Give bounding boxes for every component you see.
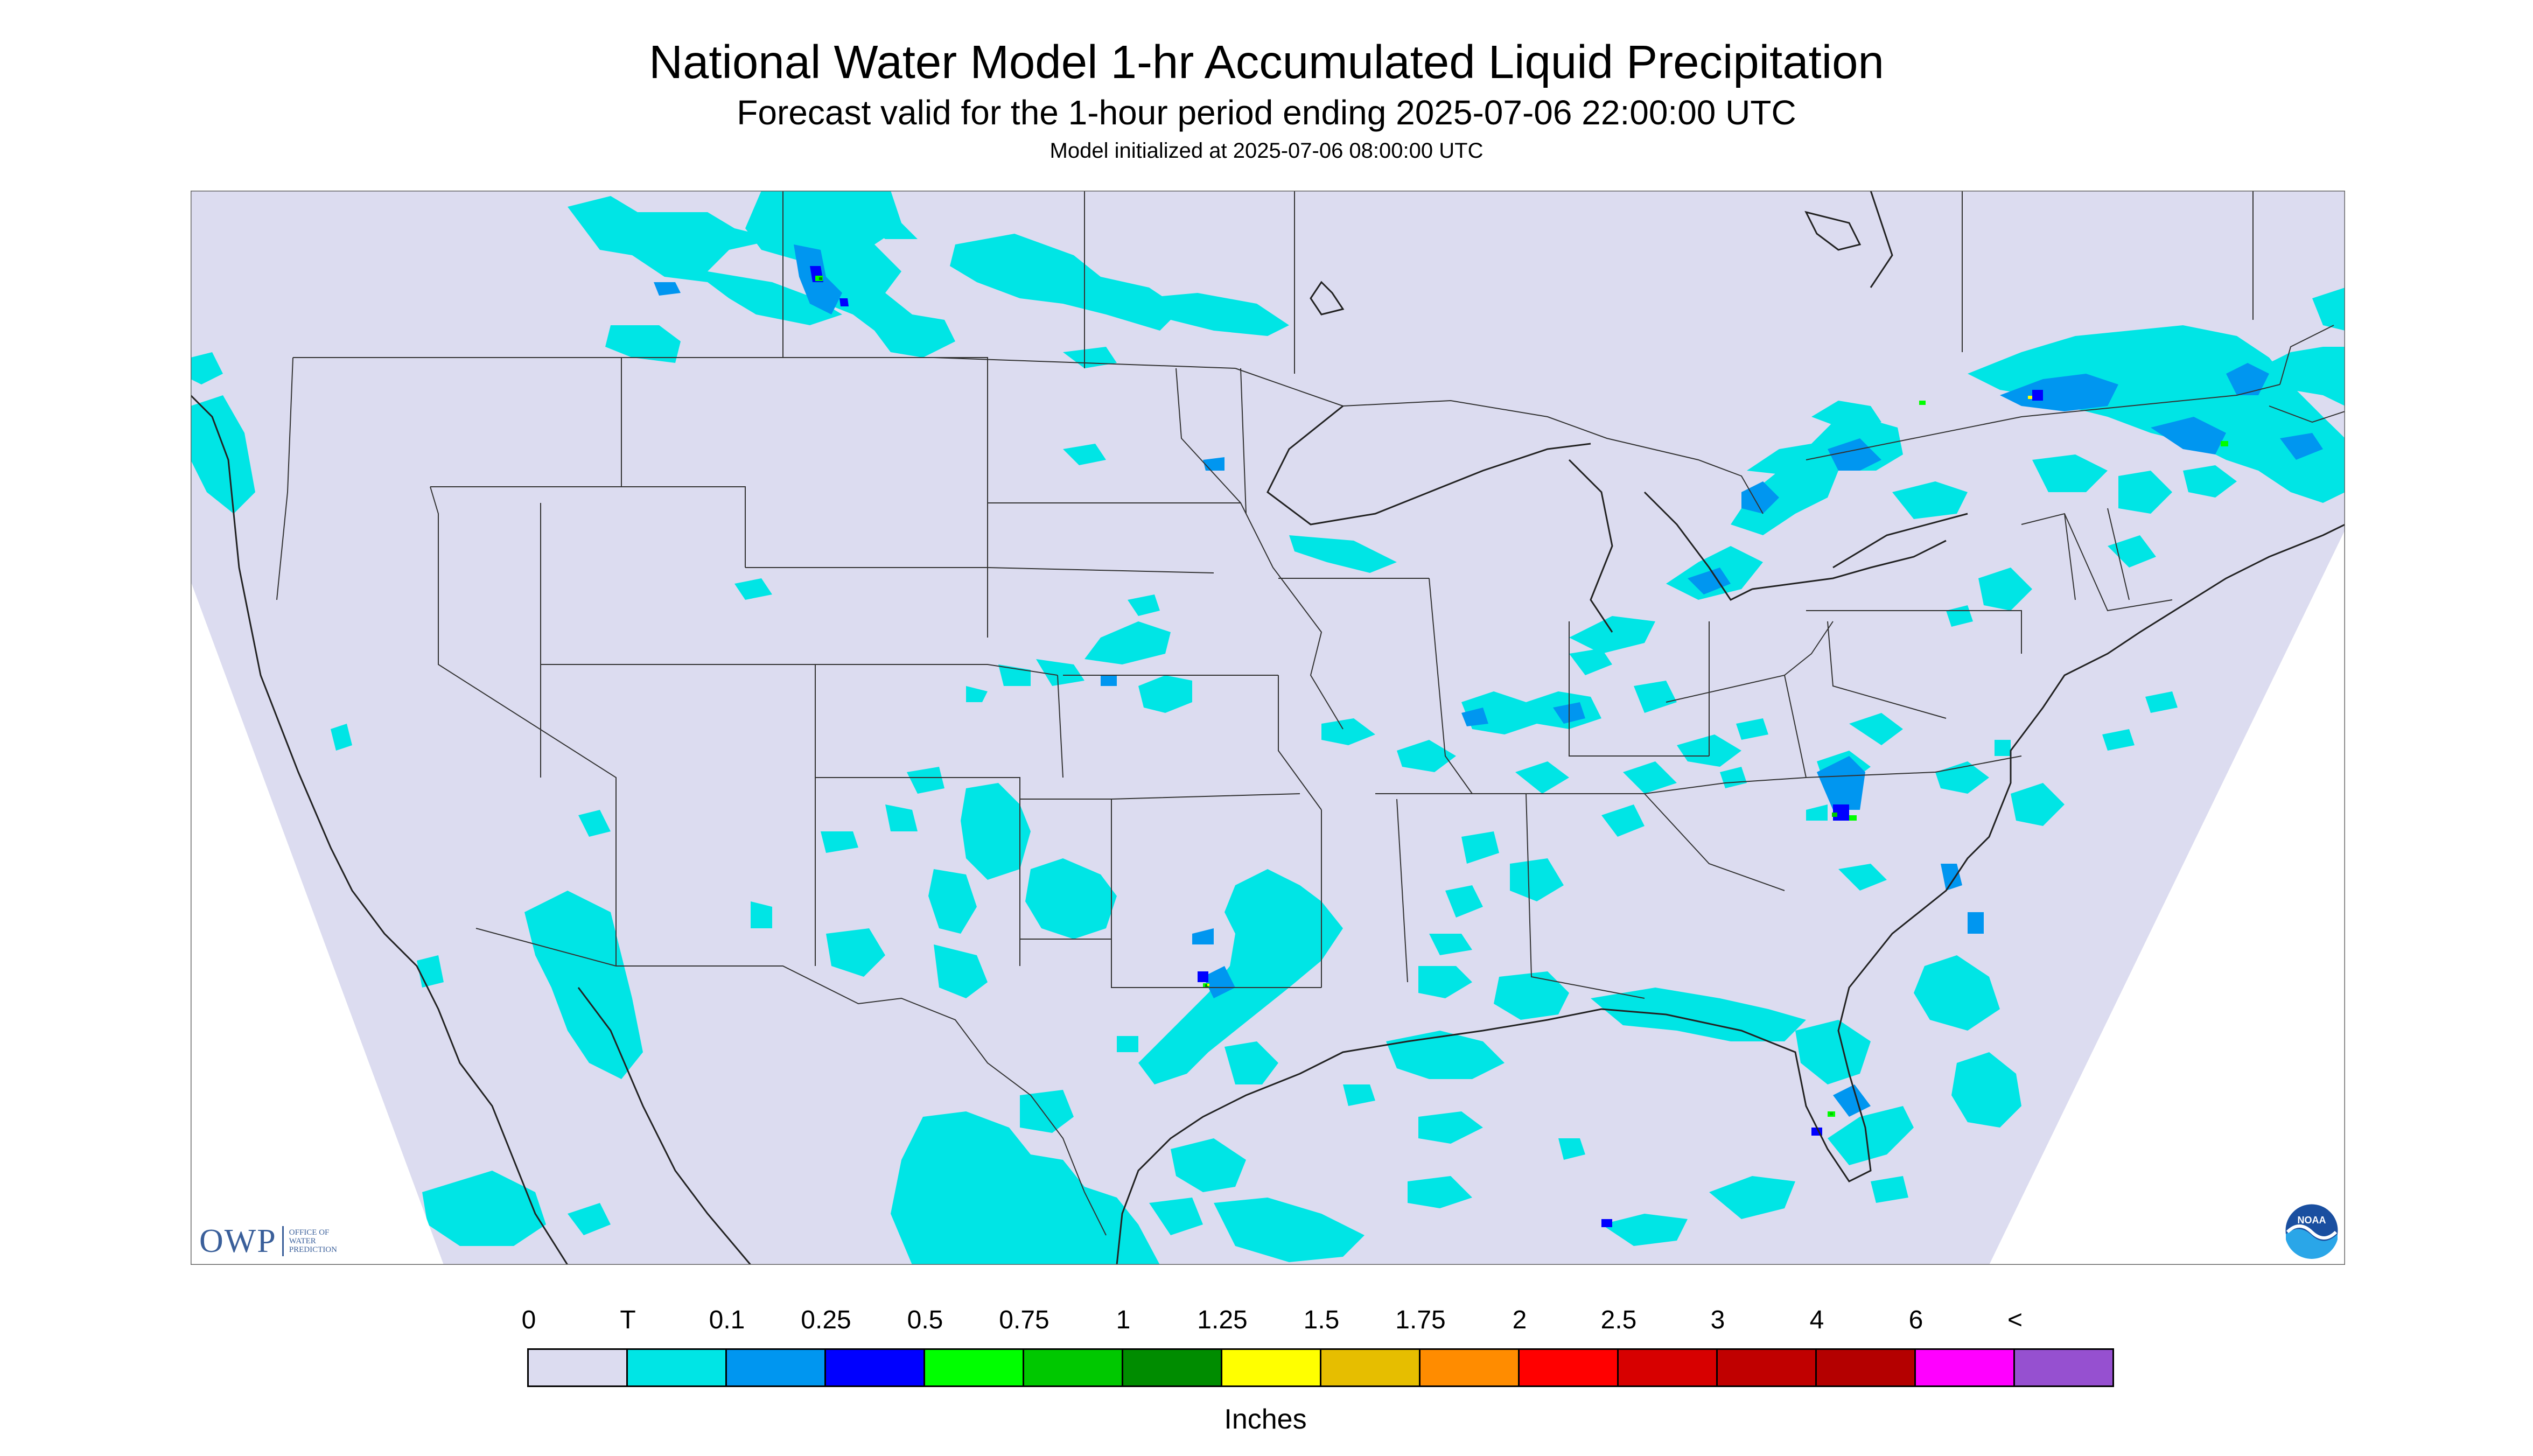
legend-color-swatch [2015,1350,2112,1385]
valid-time-subtitle: Forecast valid for the 1-hour period end… [737,93,1796,132]
legend-tick-label: 1.5 [1303,1306,1340,1334]
legend-tick-label: 1 [1116,1306,1131,1334]
owp-logo: OWP OFFICE OF WATER PREDICTION [199,1222,337,1260]
model-init-line: Model initialized at 2025-07-06 08:00:00… [1049,139,1484,163]
legend-tick-label: 0 [521,1306,536,1334]
legend-tick-label: 0.5 [907,1306,943,1334]
precip-legend: 0 T 0.1 0.25 0.5 0.75 1 1.25 1.5 1.75 2 2.5 3 4 6 < Inc… [501,1292,2114,1454]
legend-tick-label: 4 [1809,1306,1824,1334]
precip-field [191,191,2345,1265]
owp-logo-mark: OWP [199,1222,277,1259]
legend-tick-label: < [2007,1306,2023,1334]
legend-color-swatch [1520,1350,1619,1385]
legend-colorbar [527,1348,2114,1387]
precipitation-map [191,191,2345,1265]
noaa-logo-text: NOAA [2298,1215,2326,1226]
legend-tick-label: 3 [1710,1306,1725,1334]
legend-color-swatch [1817,1350,1916,1385]
owp-logo-separator [282,1226,284,1256]
legend-tick-label: 0.1 [709,1306,745,1334]
legend-color-swatch [1321,1350,1421,1385]
legend-tick-label: 2.5 [1600,1306,1637,1334]
legend-units-label: Inches [1224,1404,1307,1435]
legend-color-swatch [1718,1350,1817,1385]
owp-subtitle-line: OFFICE OF [289,1228,330,1237]
legend-tick-label: 1.25 [1197,1306,1248,1334]
legend-tick-label: 6 [1908,1306,1923,1334]
legend-color-swatch [826,1350,925,1385]
legend-color-swatch [1222,1350,1321,1385]
legend-color-swatch [628,1350,727,1385]
legend-color-swatch [727,1350,826,1385]
owp-subtitle-line: PREDICTION [289,1245,337,1254]
map-background [191,191,2345,1265]
legend-color-swatch [1123,1350,1222,1385]
legend-color-swatch [1024,1350,1123,1385]
legend-color-swatch [529,1350,628,1385]
legend-tick-label: 0.75 [999,1306,1049,1334]
noaa-logo-icon: NOAA [2284,1202,2340,1259]
legend-tick-label: 0.25 [801,1306,851,1334]
legend-color-swatch [1421,1350,1520,1385]
legend-color-swatch [925,1350,1024,1385]
legend-color-swatch [1916,1350,2015,1385]
legend-tick-label: 2 [1512,1306,1527,1334]
map-title: National Water Model 1-hr Accumulated Li… [649,36,1884,88]
legend-tick-label: T [620,1306,636,1334]
legend-color-swatch [1619,1350,1718,1385]
legend-tick-label: 1.75 [1395,1306,1446,1334]
outside-domain-area [191,530,2345,1265]
owp-logo-subtitle: OFFICE OF WATER PREDICTION [289,1228,337,1254]
owp-subtitle-line: WATER [289,1237,316,1245]
